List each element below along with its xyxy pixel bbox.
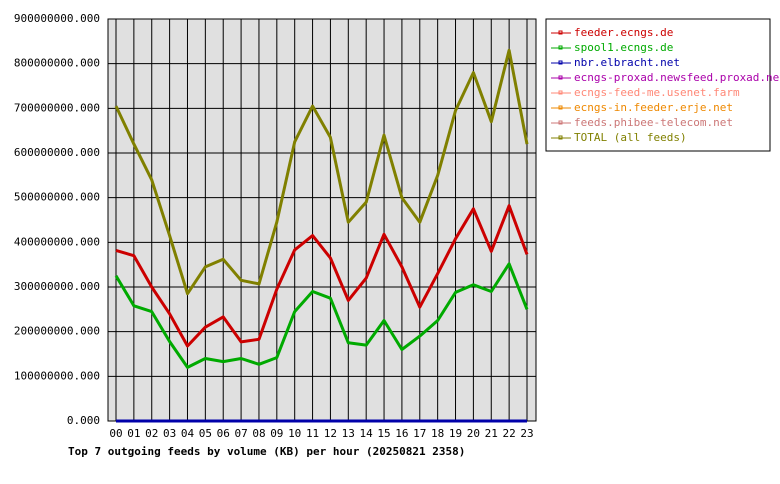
legend-marker <box>558 60 563 65</box>
x-tick-label: 03 <box>163 427 176 440</box>
x-tick-label: 10 <box>288 427 301 440</box>
x-tick-label: 13 <box>342 427 355 440</box>
x-tick-label: 00 <box>109 427 122 440</box>
x-tick-label: 05 <box>199 427 212 440</box>
legend-label: spool1.ecngs.de <box>574 41 673 54</box>
x-tick-label: 09 <box>270 427 283 440</box>
legend-marker <box>558 135 563 140</box>
x-tick-label: 19 <box>449 427 462 440</box>
y-tick-label: 700000000.000 <box>14 101 100 114</box>
x-tick-label: 08 <box>252 427 265 440</box>
legend-label: TOTAL (all feeds) <box>574 131 687 144</box>
y-tick-label: 0.000 <box>67 414 100 427</box>
x-tick-label: 18 <box>431 427 444 440</box>
x-tick-label: 01 <box>127 427 140 440</box>
y-tick-label: 100000000.000 <box>14 369 100 382</box>
chart-title: Top 7 outgoing feeds by volume (KB) per … <box>68 445 465 458</box>
y-tick-label: 500000000.000 <box>14 191 100 204</box>
series-line <box>114 262 529 369</box>
legend-marker <box>558 105 563 110</box>
legend-label: nbr.elbracht.net <box>574 56 680 69</box>
series-line <box>115 204 529 348</box>
legend-label: ecngs-feed-me.usenet.farm <box>574 86 740 99</box>
x-tick-label: 22 <box>503 427 516 440</box>
x-tick-label: 11 <box>306 427 319 440</box>
legend-marker <box>558 45 563 50</box>
legend-label: ecngs-proxad.newsfeed.proxad.net <box>574 71 780 84</box>
y-tick-label: 300000000.000 <box>14 280 100 293</box>
series-line <box>114 48 529 296</box>
x-tick-label: 21 <box>485 427 498 440</box>
x-tick-label: 07 <box>234 427 247 440</box>
legend-marker <box>558 30 563 35</box>
legend-label: feeder.ecngs.de <box>574 26 673 39</box>
y-tick-label: 900000000.000 <box>14 12 100 25</box>
x-tick-label: 04 <box>181 427 195 440</box>
x-tick-label: 20 <box>467 427 480 440</box>
x-tick-label: 02 <box>145 427 158 440</box>
y-tick-label: 400000000.000 <box>14 235 100 248</box>
y-tick-label: 200000000.000 <box>14 325 100 338</box>
legend-box <box>545 18 771 152</box>
x-tick-label: 12 <box>324 427 337 440</box>
y-tick-label: 800000000.000 <box>14 57 100 70</box>
x-tick-label: 15 <box>377 427 390 440</box>
legend-label: ecngs-in.feeder.erje.net <box>574 101 733 114</box>
x-tick-label: 23 <box>520 427 533 440</box>
x-tick-label: 17 <box>413 427 426 440</box>
legend-label: feeds.phibee-telecom.net <box>574 116 733 129</box>
legend-marker <box>558 75 563 80</box>
legend-marker <box>558 120 563 125</box>
legend-marker <box>558 90 563 95</box>
x-tick-label: 06 <box>217 427 230 440</box>
x-tick-label: 14 <box>360 427 374 440</box>
y-tick-label: 600000000.000 <box>14 146 100 159</box>
x-tick-label: 16 <box>395 427 408 440</box>
